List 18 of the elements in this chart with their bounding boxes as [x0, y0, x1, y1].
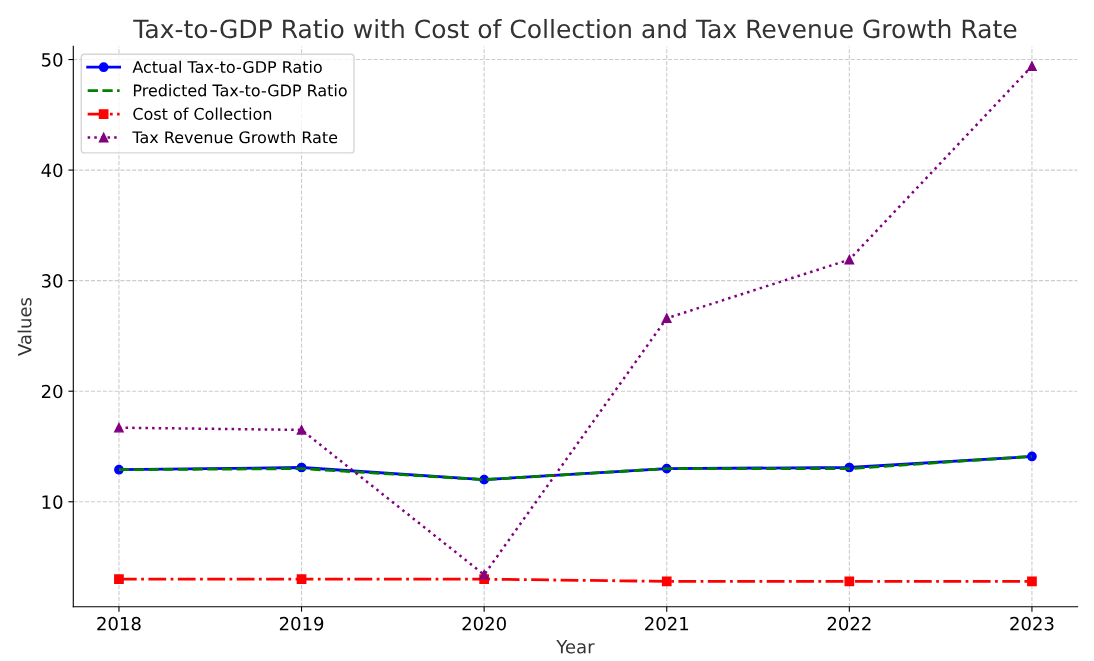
chart-title: Tax-to-GDP Ratio with Cost of Collection and Tax Revenue Growth Rate	[133, 18, 1017, 39]
y-axis-title: Values	[17, 297, 32, 356]
legend-label: Tax Revenue Growth Rate	[132, 130, 338, 144]
x-tick-label: 2022	[827, 616, 871, 631]
legend-label: Predicted Tax-to-GDP Ratio	[133, 84, 347, 97]
x-tick-label: 2019	[279, 616, 324, 631]
x-tick-label: 2023	[1010, 616, 1054, 631]
y-tick-label: 20	[41, 384, 63, 399]
legend-label: Actual Tax-to-GDP Ratio	[132, 60, 322, 74]
legend-label: Cost of Collection	[133, 107, 272, 120]
x-axis-title: Year	[556, 640, 595, 654]
x-tick-label: 2020	[462, 616, 506, 631]
y-tick-label: 30	[41, 274, 63, 288]
y-tick-label: 10	[42, 495, 63, 509]
x-tick-label: 2018	[97, 616, 141, 631]
y-tick-label: 50	[41, 53, 63, 67]
x-tick-label: 2021	[645, 616, 689, 631]
y-tick-label: 40	[41, 163, 63, 178]
